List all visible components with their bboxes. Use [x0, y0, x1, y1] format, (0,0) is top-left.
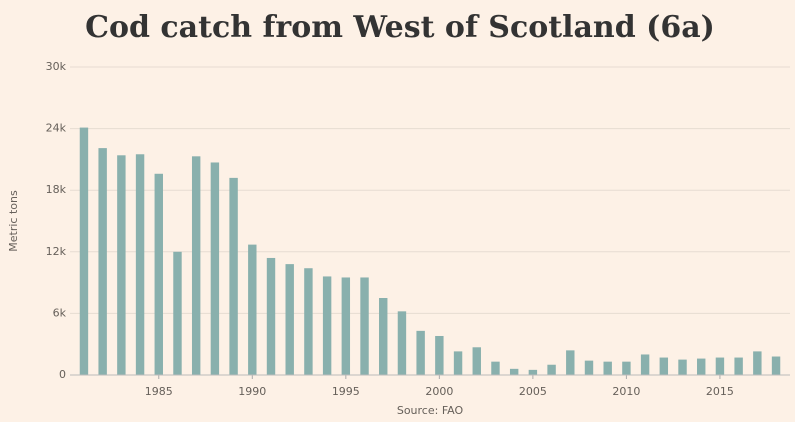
- y-tick-label: 12k: [46, 245, 67, 258]
- bar: [734, 357, 743, 375]
- bar: [341, 277, 351, 375]
- x-tick-label: 1995: [332, 385, 360, 398]
- bar: [472, 347, 481, 375]
- x-tick-label: 1985: [145, 385, 173, 398]
- bar: [753, 351, 762, 375]
- bar: [397, 311, 407, 375]
- bar: [491, 361, 500, 375]
- bar: [117, 155, 126, 375]
- bar: [453, 351, 463, 375]
- bar: [98, 148, 107, 375]
- x-tick-label: 2015: [706, 385, 734, 398]
- bar: [210, 162, 220, 375]
- bar: [416, 330, 425, 375]
- y-tick-label: 30k: [46, 60, 67, 73]
- y-tick-label: 18k: [46, 183, 67, 196]
- bar: [379, 298, 388, 375]
- bar: [360, 277, 369, 375]
- bar: [304, 268, 313, 375]
- bar: [266, 257, 276, 375]
- bar: [229, 177, 238, 375]
- bar: [79, 127, 89, 375]
- bar: [697, 358, 706, 375]
- bar: [715, 357, 725, 375]
- x-tick-label: 2000: [425, 385, 453, 398]
- y-tick-label: 0: [59, 368, 66, 381]
- chart-title: Cod catch from West of Scotland (6a): [85, 10, 715, 45]
- bar: [322, 276, 332, 375]
- bar: [771, 356, 781, 375]
- bar: [622, 361, 631, 375]
- y-tick-label: 24k: [46, 122, 67, 135]
- bar: [603, 361, 612, 375]
- bar: [435, 335, 444, 375]
- source: Source: FAO: [397, 404, 464, 417]
- bar: [154, 173, 163, 375]
- bar: [509, 368, 519, 375]
- bar: [248, 244, 257, 375]
- bar: [135, 154, 145, 375]
- x-tick-label: 2010: [612, 385, 640, 398]
- bar: [584, 360, 594, 375]
- bar: [173, 251, 182, 375]
- bar: [547, 364, 556, 375]
- bar: [659, 357, 669, 375]
- y-tick-label: 6k: [53, 306, 67, 319]
- x-tick-label: 1990: [238, 385, 266, 398]
- bar: [285, 264, 294, 375]
- bar: [566, 350, 575, 375]
- bar: [678, 359, 687, 375]
- bar: [640, 354, 650, 375]
- bar: [528, 369, 538, 375]
- x-tick-label: 2005: [519, 385, 547, 398]
- bar: [191, 156, 201, 375]
- y-axis-label: Metric tons: [7, 190, 20, 252]
